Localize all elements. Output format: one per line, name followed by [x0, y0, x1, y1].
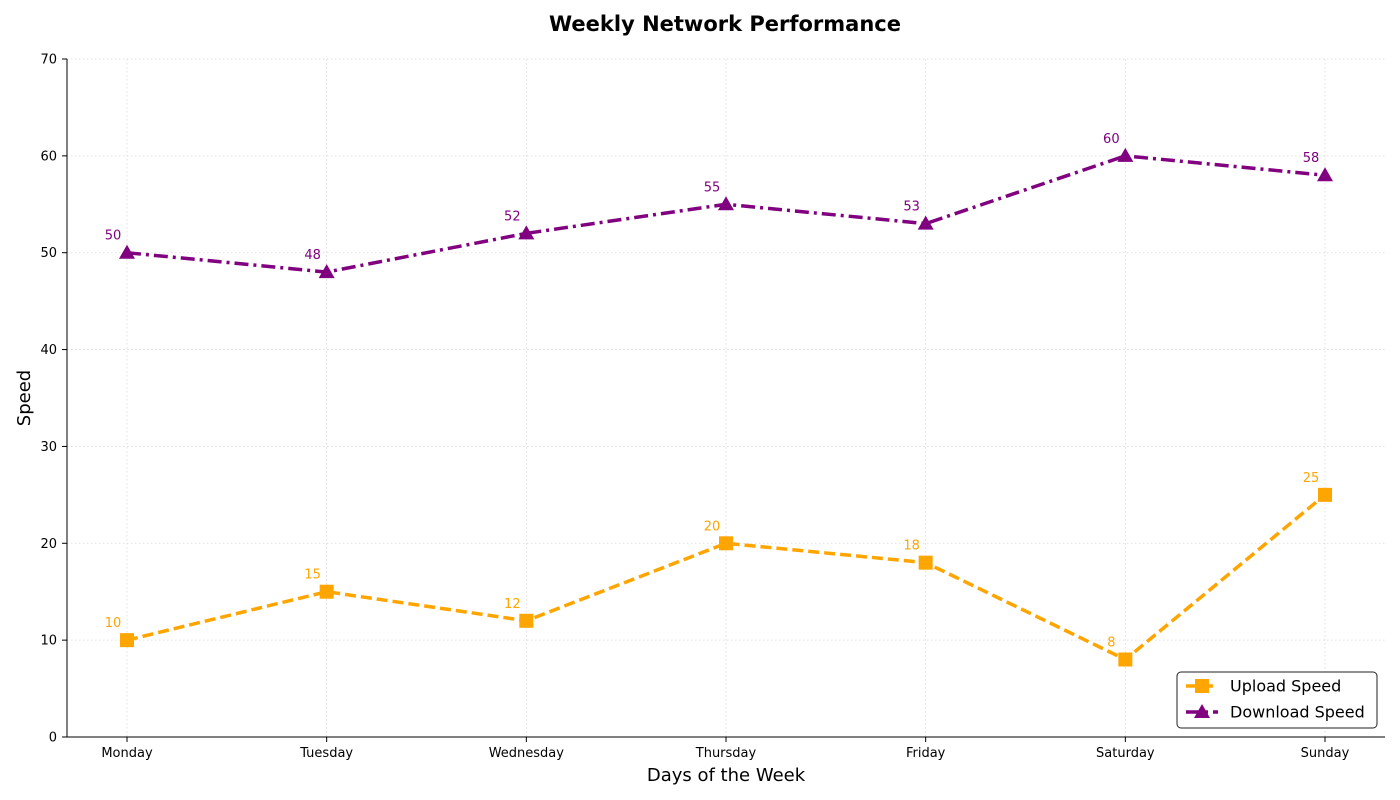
- download-speed-data-label: 60: [1103, 132, 1120, 147]
- download-speed-point: [518, 225, 535, 240]
- download-speed-point: [1317, 167, 1333, 182]
- upload-speed-point: [319, 584, 334, 599]
- x-tick-label: Thursday: [695, 746, 757, 761]
- download-speed-point: [718, 196, 734, 211]
- upload-speed-data-label: 10: [105, 616, 122, 631]
- data-labels: 10 15 12 20 18 8 25 50 48 52 55 53 60 58: [105, 132, 1320, 651]
- download-speed-point: [318, 264, 335, 279]
- legend-download-speed-label: Download Speed: [1230, 703, 1365, 722]
- y-tick-label: 70: [40, 53, 57, 68]
- y-axis-label: Speed: [14, 370, 35, 426]
- upload-speed-point: [519, 613, 534, 628]
- y-tick-label: 30: [40, 440, 57, 455]
- chart-title: Weekly Network Performance: [549, 12, 901, 36]
- upload-speed-point: [1118, 652, 1133, 667]
- upload-speed-data-label: 12: [504, 597, 521, 612]
- upload-speed-point: [120, 633, 134, 648]
- y-tick-label: 40: [40, 343, 57, 358]
- x-axis-ticks: Monday Tuesday Wednesday Thursday Friday Satu…: [101, 737, 1350, 761]
- x-axis-label: Days of the Week: [647, 765, 806, 786]
- download-speed-point: [119, 244, 135, 259]
- y-tick-label: 60: [40, 149, 57, 164]
- upload-speed-point: [918, 555, 933, 570]
- legend: Upload Speed Download Speed: [1176, 671, 1378, 729]
- download-speed-point: [1117, 147, 1134, 162]
- upload-speed-data-label: 25: [1303, 471, 1320, 486]
- upload-speed-data-label: 18: [903, 539, 920, 554]
- x-tick-label: Wednesday: [489, 746, 565, 761]
- y-tick-label: 10: [40, 634, 57, 649]
- legend-upload-speed-marker: [1195, 679, 1209, 693]
- upload-speed-point: [1318, 487, 1332, 502]
- x-tick-label: Tuesday: [299, 746, 353, 761]
- y-tick-label: 20: [40, 537, 57, 552]
- legend-upload-speed-label: Upload Speed: [1230, 677, 1341, 696]
- x-tick-label: Sunday: [1301, 746, 1350, 761]
- y-axis-ticks: 0 10 20 30 40 50 60 70: [40, 53, 67, 746]
- x-tick-label: Friday: [906, 746, 946, 761]
- download-speed-point: [917, 215, 934, 230]
- download-speed-data-label: 55: [704, 180, 721, 195]
- grid-lines: [67, 58, 1385, 738]
- y-tick-label: 50: [40, 246, 57, 261]
- y-tick-label: 0: [49, 731, 57, 746]
- download-speed-data-label: 52: [504, 209, 521, 224]
- x-tick-label: Saturday: [1096, 746, 1155, 761]
- upload-speed-data-label: 15: [304, 568, 321, 583]
- series-lines: [119, 147, 1333, 667]
- legend-box: [1176, 671, 1378, 729]
- download-speed-data-label: 50: [105, 229, 122, 244]
- upload-speed-data-label: 8: [1107, 636, 1115, 651]
- download-speed-data-label: 53: [903, 200, 920, 215]
- upload-speed-point: [719, 536, 733, 551]
- download-speed-data-label: 58: [1303, 151, 1320, 166]
- download-speed-data-label: 48: [304, 248, 321, 263]
- legend-download-speed-marker: [1194, 704, 1210, 718]
- upload-speed-data-label: 20: [704, 519, 721, 534]
- x-tick-label: Monday: [101, 746, 153, 761]
